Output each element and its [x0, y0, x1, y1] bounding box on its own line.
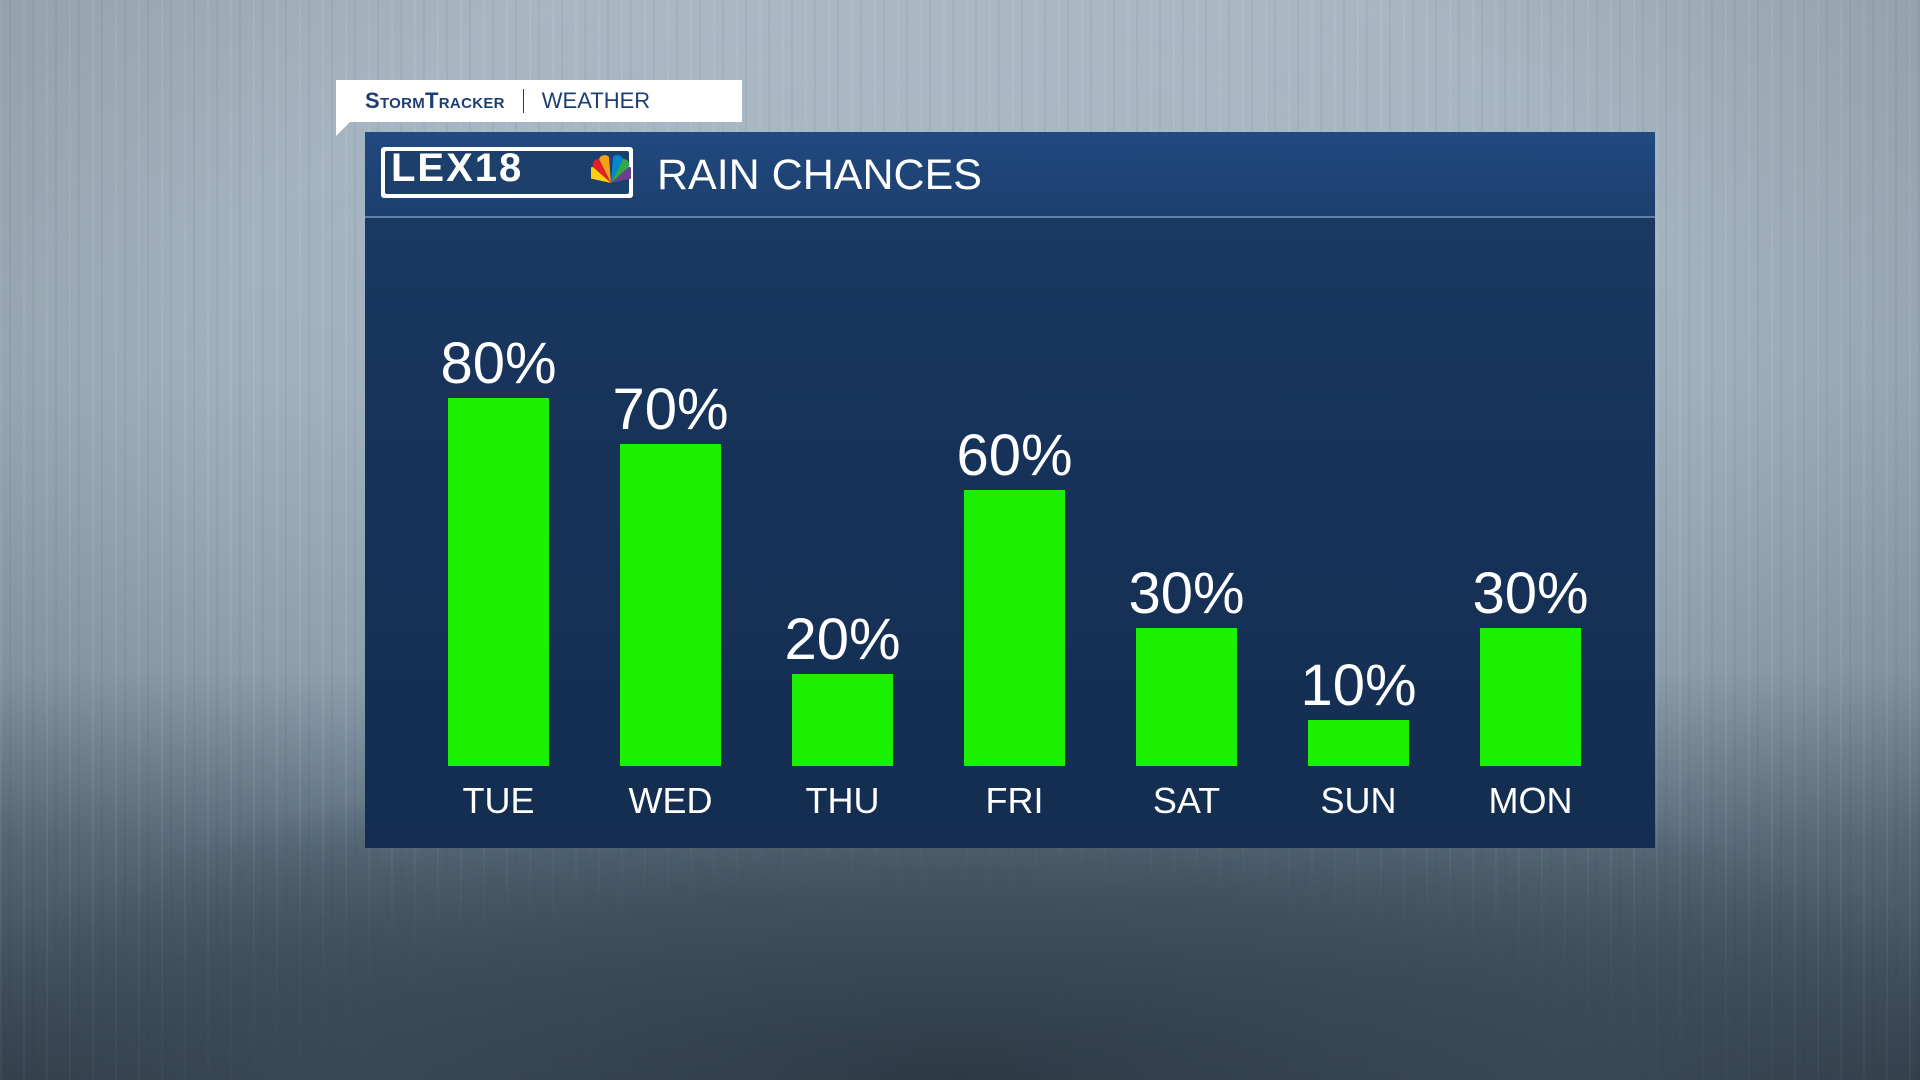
bar-tue [448, 398, 549, 766]
bar-mon [1480, 628, 1581, 766]
category-label-sun: SUN [1320, 780, 1396, 821]
bar-sun [1308, 720, 1409, 766]
category-label-fri: FRI [986, 780, 1044, 821]
value-label-wed: 70% [612, 377, 728, 442]
brand-label: WEATHER [541, 88, 651, 113]
tag-notch [336, 122, 350, 136]
peacock-icon [591, 155, 631, 183]
station-logo: LEX18 [381, 147, 633, 198]
category-label-wed: WED [629, 780, 713, 821]
panel-header: LEX18 RAIN CHANCES [365, 132, 1655, 218]
logo-text: LEX18 [391, 146, 524, 190]
bar-fri [964, 490, 1065, 766]
value-label-sun: 10% [1300, 653, 1416, 718]
bar-thu [792, 674, 893, 766]
brand-tag: StormTracker WEATHER [336, 80, 742, 122]
bar-wed [620, 444, 721, 766]
chart-title: RAIN CHANCES [657, 151, 982, 199]
value-label-mon: 30% [1472, 561, 1588, 626]
category-label-mon: MON [1489, 780, 1573, 821]
category-label-sat: SAT [1153, 780, 1220, 821]
category-label-tue: TUE [463, 780, 535, 821]
category-label-thu: THU [806, 780, 880, 821]
value-label-sat: 30% [1128, 561, 1244, 626]
value-label-fri: 60% [956, 423, 1072, 488]
bar-sat [1136, 628, 1237, 766]
tag-divider [522, 89, 524, 113]
chart-panel: LEX18 RAIN CHANCES 80% TUE 70% WED 20% THU 60%… [365, 132, 1655, 848]
brand-name: StormTracker [365, 88, 505, 113]
rain-chance-bar-chart: 80% TUE 70% WED 20% THU 60% FRI 30% SAT 10% SUN 30% M… [440, 331, 1588, 821]
value-label-tue: 80% [440, 331, 556, 396]
logo-background [385, 151, 629, 194]
value-label-thu: 20% [784, 607, 900, 672]
